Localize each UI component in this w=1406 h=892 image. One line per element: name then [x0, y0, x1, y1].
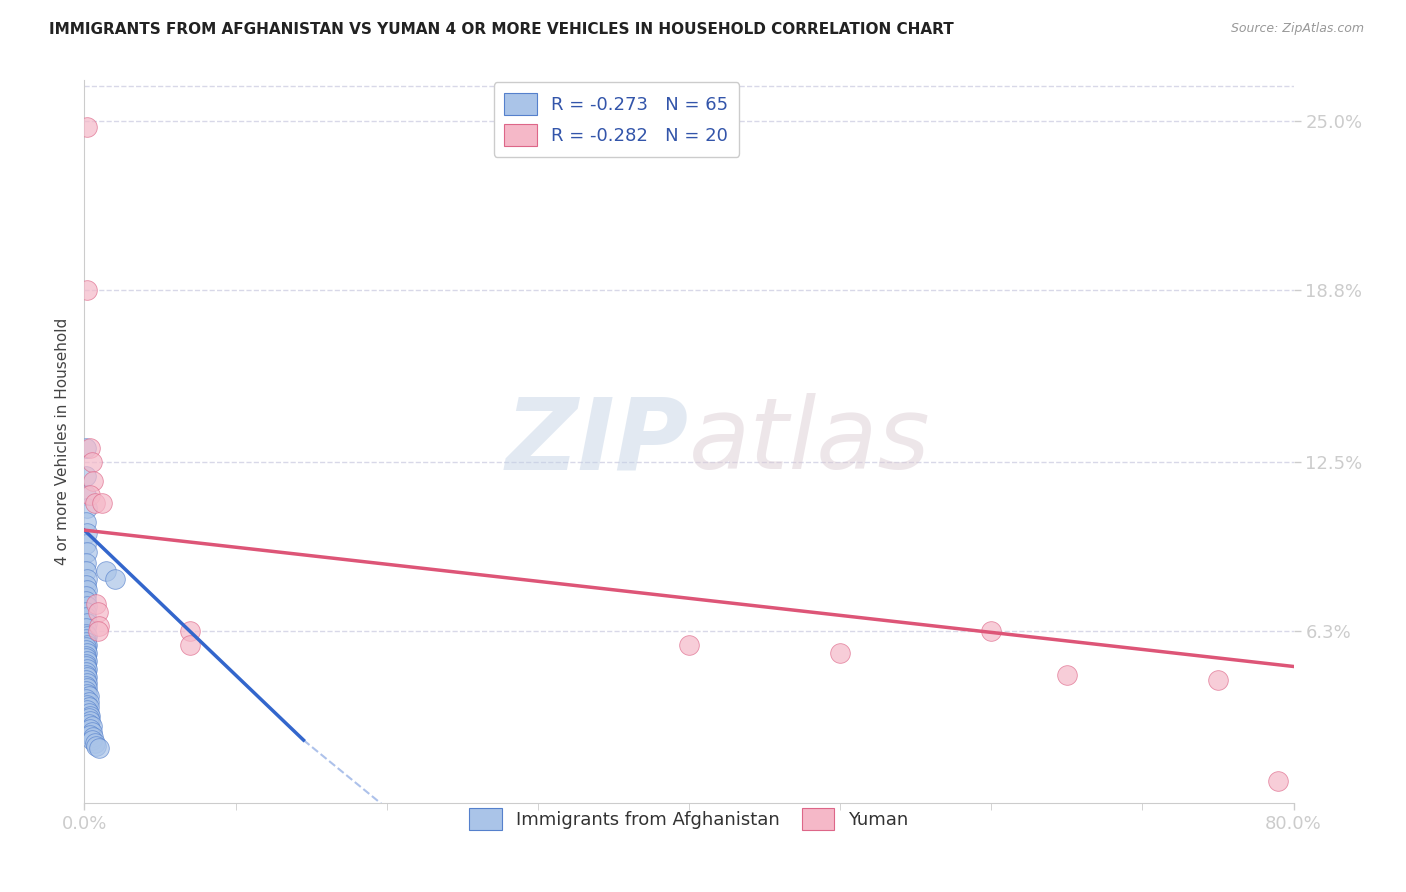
Point: [76, 120, 98, 134]
Point: [1267, 774, 1289, 789]
Point: [75, 626, 97, 640]
Point: [76, 615, 98, 630]
Point: [76, 662, 98, 676]
Point: [75, 659, 97, 673]
Point: [87, 605, 110, 619]
Point: [86, 739, 108, 753]
Point: [82, 474, 104, 488]
Point: [980, 624, 1002, 638]
Point: [76, 681, 98, 696]
Point: [86, 597, 108, 611]
Point: [77, 690, 100, 704]
Point: [91, 496, 114, 510]
Text: ZIP: ZIP: [506, 393, 689, 490]
Point: [75, 556, 97, 570]
Point: [76, 646, 98, 660]
Point: [79, 708, 101, 723]
Y-axis label: 4 or more Vehicles in Household: 4 or more Vehicles in Household: [55, 318, 70, 566]
Point: [179, 624, 201, 638]
Point: [76, 703, 98, 717]
Point: [75, 651, 97, 665]
Point: [75, 635, 97, 649]
Point: [82, 731, 104, 745]
Point: [75, 537, 97, 551]
Point: [77, 695, 100, 709]
Point: [75, 673, 97, 687]
Point: [77, 711, 100, 725]
Point: [87, 624, 110, 638]
Point: [76, 545, 98, 559]
Point: [79, 714, 101, 728]
Point: [75, 589, 97, 603]
Point: [89, 618, 111, 632]
Point: [75, 684, 97, 698]
Point: [75, 577, 97, 591]
Point: [76, 638, 98, 652]
Point: [75, 564, 97, 578]
Point: [76, 599, 98, 614]
Point: [76, 283, 98, 297]
Point: [75, 488, 97, 502]
Point: [75, 665, 97, 679]
Point: [76, 676, 98, 690]
Point: [75, 605, 97, 619]
Point: [76, 501, 98, 516]
Point: [79, 488, 101, 502]
Point: [75, 594, 97, 608]
Point: [179, 638, 201, 652]
Point: [76, 698, 98, 712]
Point: [75, 442, 97, 456]
Point: [79, 728, 101, 742]
Point: [79, 722, 101, 736]
Point: [76, 525, 98, 540]
Point: [76, 630, 98, 644]
Text: Source: ZipAtlas.com: Source: ZipAtlas.com: [1230, 22, 1364, 36]
Text: atlas: atlas: [689, 393, 931, 490]
Point: [75, 643, 97, 657]
Point: [79, 442, 101, 456]
Point: [76, 583, 98, 598]
Point: [76, 572, 98, 586]
Point: [1056, 667, 1078, 681]
Point: [75, 657, 97, 671]
Point: [80, 455, 103, 469]
Point: [678, 638, 700, 652]
Point: [84, 496, 107, 510]
Text: IMMIGRANTS FROM AFGHANISTAN VS YUMAN 4 OR MORE VEHICLES IN HOUSEHOLD CORRELATION: IMMIGRANTS FROM AFGHANISTAN VS YUMAN 4 O…: [49, 22, 953, 37]
Point: [75, 692, 97, 706]
Point: [77, 716, 100, 731]
Point: [76, 670, 98, 684]
Point: [80, 719, 103, 733]
Point: [77, 706, 100, 720]
Point: [75, 632, 97, 647]
Point: [1206, 673, 1229, 687]
Point: [75, 679, 97, 693]
Point: [75, 610, 97, 624]
Point: [75, 621, 97, 635]
Point: [75, 468, 97, 483]
Point: [104, 572, 127, 586]
Point: [75, 648, 97, 663]
Point: [80, 733, 103, 747]
Point: [89, 741, 111, 756]
Point: [84, 736, 107, 750]
Point: [80, 725, 103, 739]
Point: [94, 564, 117, 578]
Legend: Immigrants from Afghanistan, Yuman: Immigrants from Afghanistan, Yuman: [463, 801, 915, 837]
Point: [76, 687, 98, 701]
Point: [77, 700, 100, 714]
Point: [75, 515, 97, 529]
Point: [75, 667, 97, 681]
Point: [830, 646, 852, 660]
Point: [76, 654, 98, 668]
Point: [75, 640, 97, 655]
